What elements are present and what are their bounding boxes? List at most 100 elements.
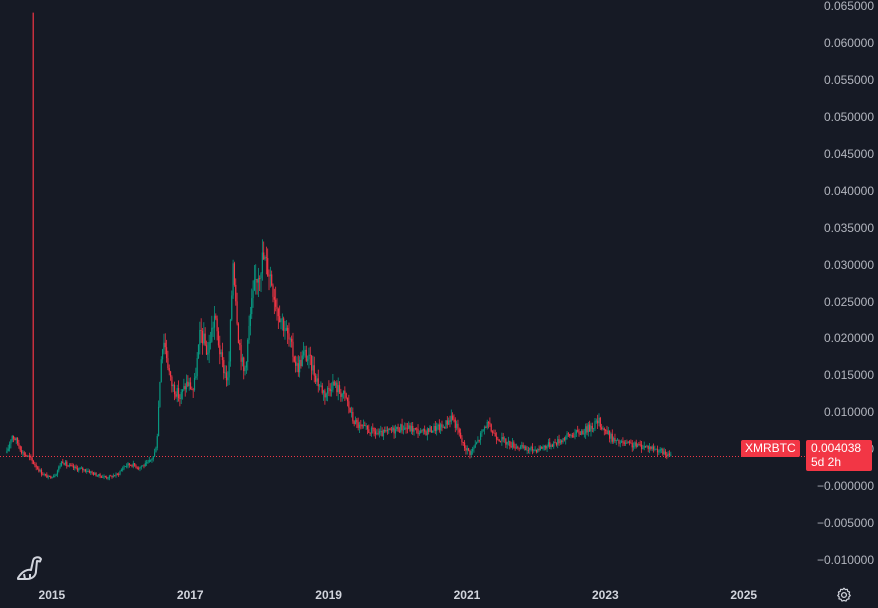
candle-body (115, 473, 117, 476)
candle-body (118, 474, 120, 475)
candle-body (62, 461, 64, 464)
candle-body (96, 475, 98, 477)
candle-body (397, 426, 399, 432)
candle-body (404, 427, 406, 430)
candle-body (425, 431, 427, 436)
candle-body (639, 444, 641, 446)
candle-body (123, 466, 125, 469)
price-tick-label: 0.035000 (823, 220, 874, 235)
candle-body (541, 446, 543, 449)
candle-body (606, 430, 608, 435)
candle-body (644, 445, 647, 447)
candle-body (611, 433, 613, 442)
candle-body (296, 363, 298, 366)
candle-body (457, 423, 459, 430)
candle-body (651, 446, 653, 449)
candle-body (342, 390, 345, 395)
candle-body (409, 425, 411, 431)
candle-body (71, 465, 73, 467)
candle-body (48, 475, 51, 477)
candle-body (514, 447, 516, 449)
candle-body (192, 389, 194, 391)
candle-body (356, 419, 358, 423)
candle-body (312, 365, 314, 371)
candle-body (652, 446, 655, 450)
candle-body (146, 462, 148, 464)
candle-body (212, 327, 214, 329)
candle-body (490, 424, 492, 432)
candle-body (381, 430, 383, 437)
gear-icon[interactable] (836, 587, 852, 603)
candle-body (366, 425, 369, 430)
candle-body (22, 452, 24, 454)
candle-body (260, 273, 262, 279)
candle-body (201, 330, 204, 344)
candle-body (551, 445, 554, 447)
candle-body (70, 464, 72, 466)
candle-body (655, 448, 657, 450)
candle-body (574, 433, 576, 438)
candle-body (426, 428, 428, 436)
candle-body (168, 368, 170, 372)
tradingview-dino-icon[interactable] (15, 552, 45, 582)
candle-body (324, 390, 326, 398)
candle-body (474, 444, 476, 448)
candle-body (410, 425, 412, 431)
candle-body (122, 468, 124, 470)
candle-body (299, 359, 301, 373)
candle-body (208, 342, 210, 353)
candle-body (436, 426, 438, 432)
candle-body (487, 421, 490, 423)
candle-body (507, 441, 510, 443)
candle-body (305, 349, 307, 361)
candle-body (317, 378, 319, 387)
candle-body (602, 428, 604, 430)
candle-body (216, 318, 218, 332)
candle-body (263, 252, 265, 260)
candle-body (545, 446, 547, 449)
candle-body (188, 382, 190, 387)
candle-body (442, 427, 444, 428)
candle-body (189, 382, 192, 390)
candle-body (486, 421, 488, 428)
candle-body (60, 461, 63, 466)
candle-body (531, 446, 534, 451)
candle-body (316, 378, 318, 382)
candle-body (372, 427, 374, 429)
price-tick-label: 0.010000 (823, 405, 874, 420)
candle-body (382, 430, 385, 437)
candle-body (368, 429, 370, 433)
candle-body (15, 437, 17, 441)
candle-body (358, 424, 361, 428)
candle-body (285, 327, 287, 331)
candle-body (593, 428, 595, 430)
candle-body (107, 478, 109, 480)
candle-body (128, 463, 130, 466)
candle-body (136, 467, 138, 469)
candle-body (361, 425, 363, 427)
candle-body (497, 439, 499, 441)
candle-body (437, 424, 439, 427)
candle-body (418, 433, 420, 435)
candle-body (384, 430, 386, 432)
candle-body (523, 446, 526, 448)
candle-body (445, 420, 447, 429)
candle-body (103, 476, 105, 477)
candle-body (147, 462, 149, 463)
candle-body (362, 425, 365, 427)
candle-body (624, 442, 627, 444)
candle-body (546, 446, 548, 449)
candle-body (47, 475, 49, 478)
candle-body (114, 475, 116, 477)
candle-body (344, 390, 346, 394)
candle-body (390, 429, 393, 431)
candle-body (269, 274, 271, 276)
candle-body (333, 381, 335, 386)
candle-body (135, 465, 137, 468)
candle-body (452, 415, 454, 420)
candle-body (225, 372, 228, 381)
candle-body (515, 446, 518, 448)
candle-body (581, 430, 583, 435)
